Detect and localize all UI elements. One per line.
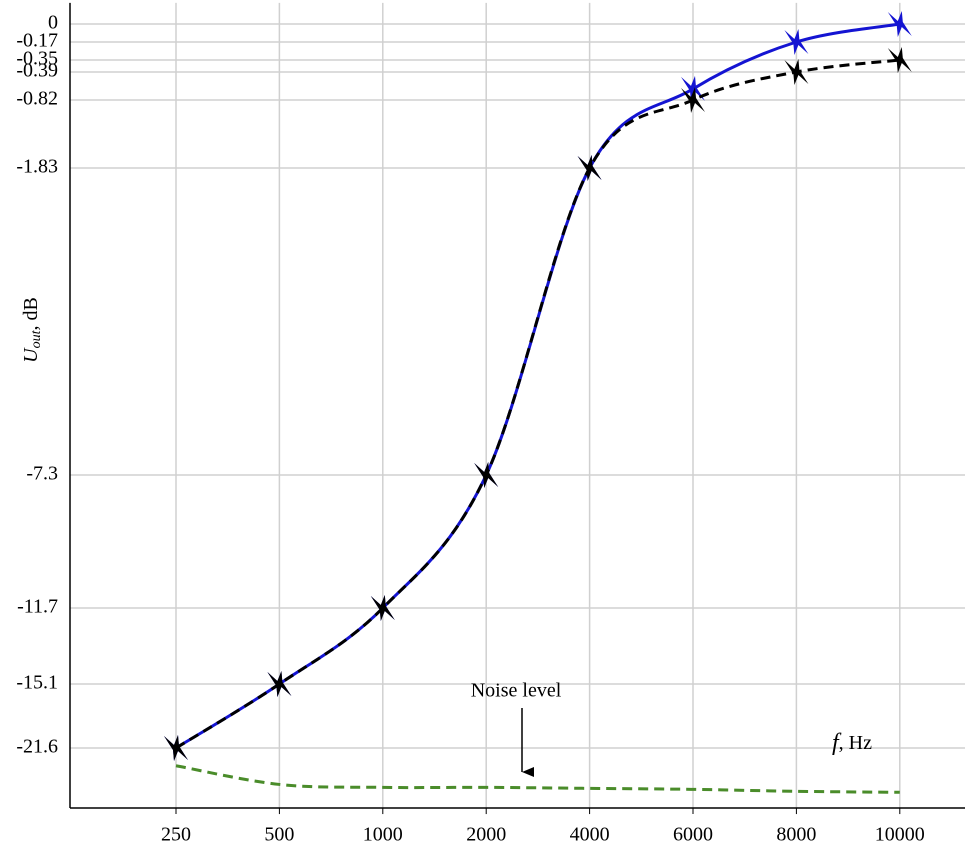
y-tick-label: -0.35 <box>16 48 58 70</box>
series-line <box>175 58 900 750</box>
marker <box>267 671 292 697</box>
plot: 0-0.17-0.35-0.39 -0.82 -1.83 -7.3 -11.7 -15.1… <box>16 2 965 846</box>
x-tick-label: 6000 <box>673 824 713 846</box>
marker <box>887 11 912 37</box>
x-label-unit: , Hz <box>839 732 872 754</box>
y-tick-label: -1.83 <box>16 156 58 178</box>
x-tick-label: 8000 <box>776 824 816 846</box>
marker <box>681 75 705 102</box>
x-tick-label: 1000 <box>363 824 403 846</box>
y-tick-label: -21.6 <box>16 736 58 758</box>
y-tick-label: -15.1 <box>16 672 58 694</box>
marker <box>681 87 705 113</box>
y-tick-label: -0.39 <box>16 60 58 82</box>
marker <box>784 29 809 55</box>
x-tick-label: 250 <box>161 824 191 846</box>
marker <box>887 47 912 73</box>
x-label-main: f <box>832 730 842 756</box>
y-tick-label: -0.82 <box>16 88 58 110</box>
y-tick-label: 0 <box>48 12 58 34</box>
marker <box>577 155 602 181</box>
x-tick-label: 10000 <box>875 824 925 846</box>
y-axis-title: Uout, dB <box>20 297 45 363</box>
annotation: Noise level <box>471 680 562 702</box>
marker <box>370 595 395 621</box>
marker <box>164 735 188 761</box>
y-label-unit: , dB <box>20 297 42 330</box>
y-tick-label: -7.3 <box>26 463 58 485</box>
y-tick-label: -0.17 <box>16 30 58 52</box>
x-axis-title: f, Hz <box>832 730 872 756</box>
y-tick-label: -11.7 <box>17 596 58 618</box>
x-tick-label: 2000 <box>466 824 506 846</box>
y-label-main: U <box>20 347 42 363</box>
series-line <box>175 764 900 794</box>
marker <box>474 462 499 488</box>
marker <box>784 59 809 85</box>
series-line <box>175 22 901 750</box>
x-tick-label: 500 <box>264 824 294 846</box>
y-label-sub: out <box>29 329 44 348</box>
x-tick-label: 4000 <box>570 824 610 846</box>
